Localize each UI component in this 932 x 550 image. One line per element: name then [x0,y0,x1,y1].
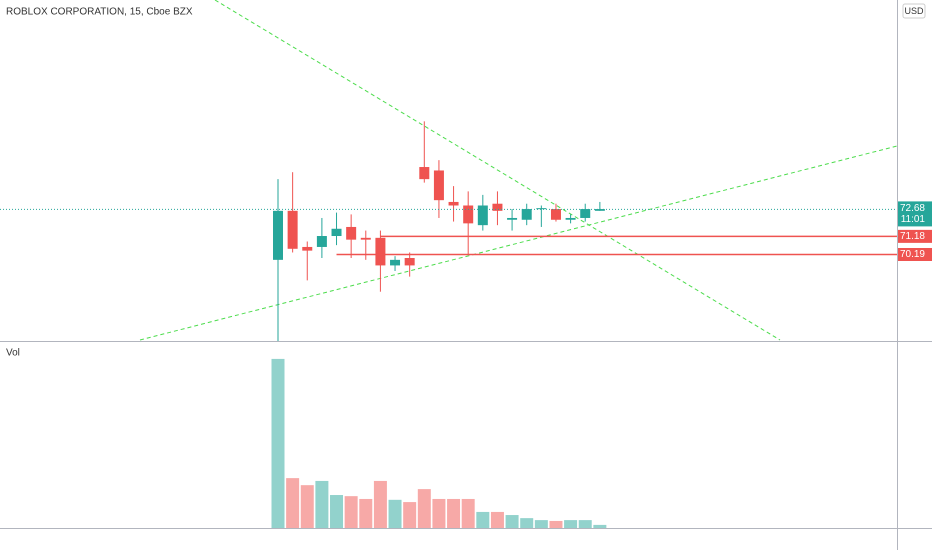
volume-bar [373,480,387,528]
candle-body [287,210,298,249]
level-label: 70.19 [900,249,925,260]
candle-body [580,209,591,218]
volume-bar [520,518,534,528]
volume-bar [359,498,373,528]
candle-body [550,209,561,220]
candle-body [390,259,401,266]
drawings [139,0,897,341]
volume-bar [593,524,607,528]
last-price-box [898,201,932,227]
candle-body [594,209,605,211]
candle-body [375,237,386,266]
currency-box[interactable] [902,3,926,19]
volume-bar [300,485,314,528]
candle-body [565,217,576,220]
trend-line [214,0,781,341]
level-label: 71.18 [900,231,925,242]
volume-bar [505,515,519,528]
price-pane [273,121,605,341]
volume-bar [344,496,358,528]
candle-body [507,217,518,220]
volume-bar [271,358,285,528]
candle-body [477,205,488,226]
volume-bar [315,480,329,528]
candle-body [463,205,474,224]
trend-line [139,145,897,341]
candle-body [360,237,371,240]
candle-body [536,208,547,210]
candle-body [331,228,342,237]
candle-body [302,246,313,251]
candle-body [492,203,503,211]
volume-bar [534,520,548,528]
countdown: 11:01 [901,214,926,225]
level-label-box [898,229,932,243]
volume-label: Vol [6,348,20,359]
volume-bar [476,511,490,528]
volume-bar [564,520,578,528]
volume-bar [578,520,592,528]
volume-bar [490,511,504,528]
volume-bar [403,502,417,528]
level-label-box [898,247,932,261]
volume-bar [447,498,461,528]
volume-bar [286,478,300,528]
candle-body [346,226,357,240]
volume-bar [461,498,475,528]
candle-body [273,210,283,260]
volume-bar [432,498,446,528]
volume-bar [388,499,402,528]
volume-bar [417,489,431,528]
candle-body [433,170,444,201]
candle-body [521,209,532,220]
candle-body [419,167,430,180]
candle-body [404,258,415,266]
volume-pane [271,358,607,528]
candle-body [316,236,327,247]
currency[interactable]: USD [904,6,924,16]
marks [0,121,897,528]
volume-bar [549,520,563,528]
last-price-label: 72.68 [900,203,925,214]
candle-body [448,201,459,206]
volume-bar [330,495,344,528]
chart-title: ROBLOX CORPORATION, 15, Cboe BZX [6,7,193,18]
